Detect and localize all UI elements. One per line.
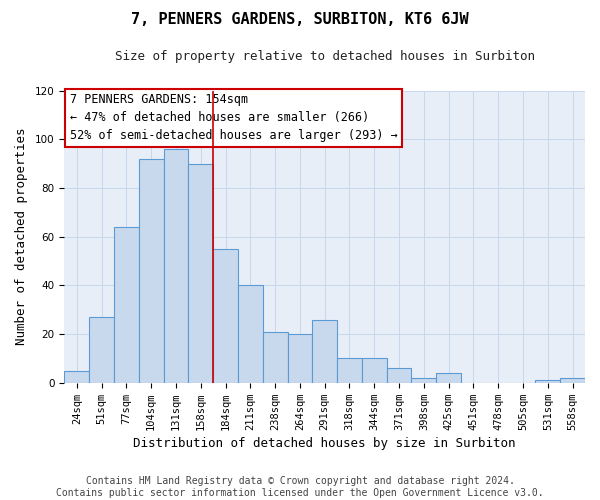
Y-axis label: Number of detached properties: Number of detached properties bbox=[15, 128, 28, 346]
Bar bbox=[89, 317, 114, 383]
Bar bbox=[114, 227, 139, 383]
Bar bbox=[188, 164, 213, 383]
Bar bbox=[287, 334, 313, 383]
Bar bbox=[535, 380, 560, 383]
Text: 7 PENNERS GARDENS: 154sqm
← 47% of detached houses are smaller (266)
52% of semi: 7 PENNERS GARDENS: 154sqm ← 47% of detac… bbox=[70, 94, 397, 142]
Bar bbox=[337, 358, 362, 383]
Bar bbox=[263, 332, 287, 383]
Bar bbox=[362, 358, 386, 383]
Bar bbox=[139, 159, 164, 383]
Text: 7, PENNERS GARDENS, SURBITON, KT6 6JW: 7, PENNERS GARDENS, SURBITON, KT6 6JW bbox=[131, 12, 469, 28]
Text: Contains HM Land Registry data © Crown copyright and database right 2024.
Contai: Contains HM Land Registry data © Crown c… bbox=[56, 476, 544, 498]
X-axis label: Distribution of detached houses by size in Surbiton: Distribution of detached houses by size … bbox=[133, 437, 516, 450]
Bar bbox=[560, 378, 585, 383]
Bar bbox=[238, 286, 263, 383]
Bar bbox=[164, 149, 188, 383]
Bar bbox=[386, 368, 412, 383]
Bar bbox=[313, 320, 337, 383]
Bar bbox=[436, 373, 461, 383]
Bar bbox=[412, 378, 436, 383]
Bar bbox=[64, 370, 89, 383]
Title: Size of property relative to detached houses in Surbiton: Size of property relative to detached ho… bbox=[115, 50, 535, 63]
Bar bbox=[213, 249, 238, 383]
